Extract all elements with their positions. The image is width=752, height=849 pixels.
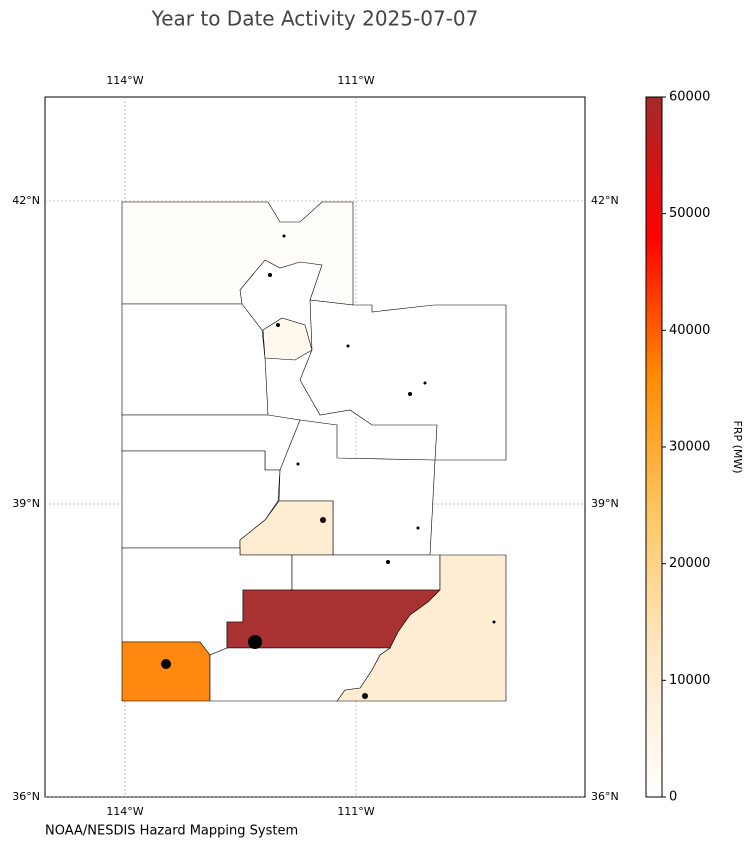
- lon-label: 114°W: [106, 74, 143, 87]
- county: [209, 647, 391, 702]
- lat-label: 39°N: [12, 497, 40, 510]
- colorbar-tick-label: 50000: [669, 206, 710, 221]
- colorbar-tick-label: 10000: [669, 673, 710, 688]
- fire: [362, 693, 368, 699]
- colorbar-tick-label: 60000: [669, 90, 710, 105]
- lon-label: 111°W: [337, 805, 374, 818]
- lat-label: 36°N: [591, 790, 619, 803]
- fire: [268, 273, 272, 277]
- lat-label: 42°N: [591, 194, 619, 207]
- lat-label: 36°N: [12, 790, 40, 803]
- fire: [276, 323, 280, 327]
- colorbar: [645, 96, 663, 798]
- county: [121, 303, 269, 416]
- fire: [492, 620, 496, 624]
- fire: [320, 517, 326, 523]
- county: [291, 554, 441, 591]
- fire: [386, 560, 390, 564]
- fire: [296, 462, 300, 466]
- lat-label: 42°N: [12, 194, 40, 207]
- fire: [408, 392, 412, 396]
- fire: [346, 344, 350, 348]
- colorbar-tick-label: 0: [669, 790, 677, 805]
- fire: [416, 526, 420, 530]
- fire: [282, 234, 286, 238]
- colorbar-label: FRP (MW): [731, 420, 744, 473]
- fire: [423, 381, 427, 385]
- colorbar-tick-label: 30000: [669, 440, 710, 455]
- colorbar-tick-label: 20000: [669, 556, 710, 571]
- colorbar-tick-label: 40000: [669, 323, 710, 338]
- fire-detections: [161, 234, 496, 699]
- counties: [121, 201, 507, 702]
- fire: [248, 635, 262, 649]
- title: Year to Date Activity 2025-07-07: [151, 7, 479, 31]
- lat-label: 39°N: [591, 497, 619, 510]
- lon-label: 114°W: [106, 805, 143, 818]
- county: [121, 641, 211, 702]
- lon-label: 111°W: [337, 74, 374, 87]
- credit: NOAA/NESDIS Hazard Mapping System: [45, 824, 298, 839]
- fire: [161, 659, 171, 669]
- county: [121, 201, 354, 306]
